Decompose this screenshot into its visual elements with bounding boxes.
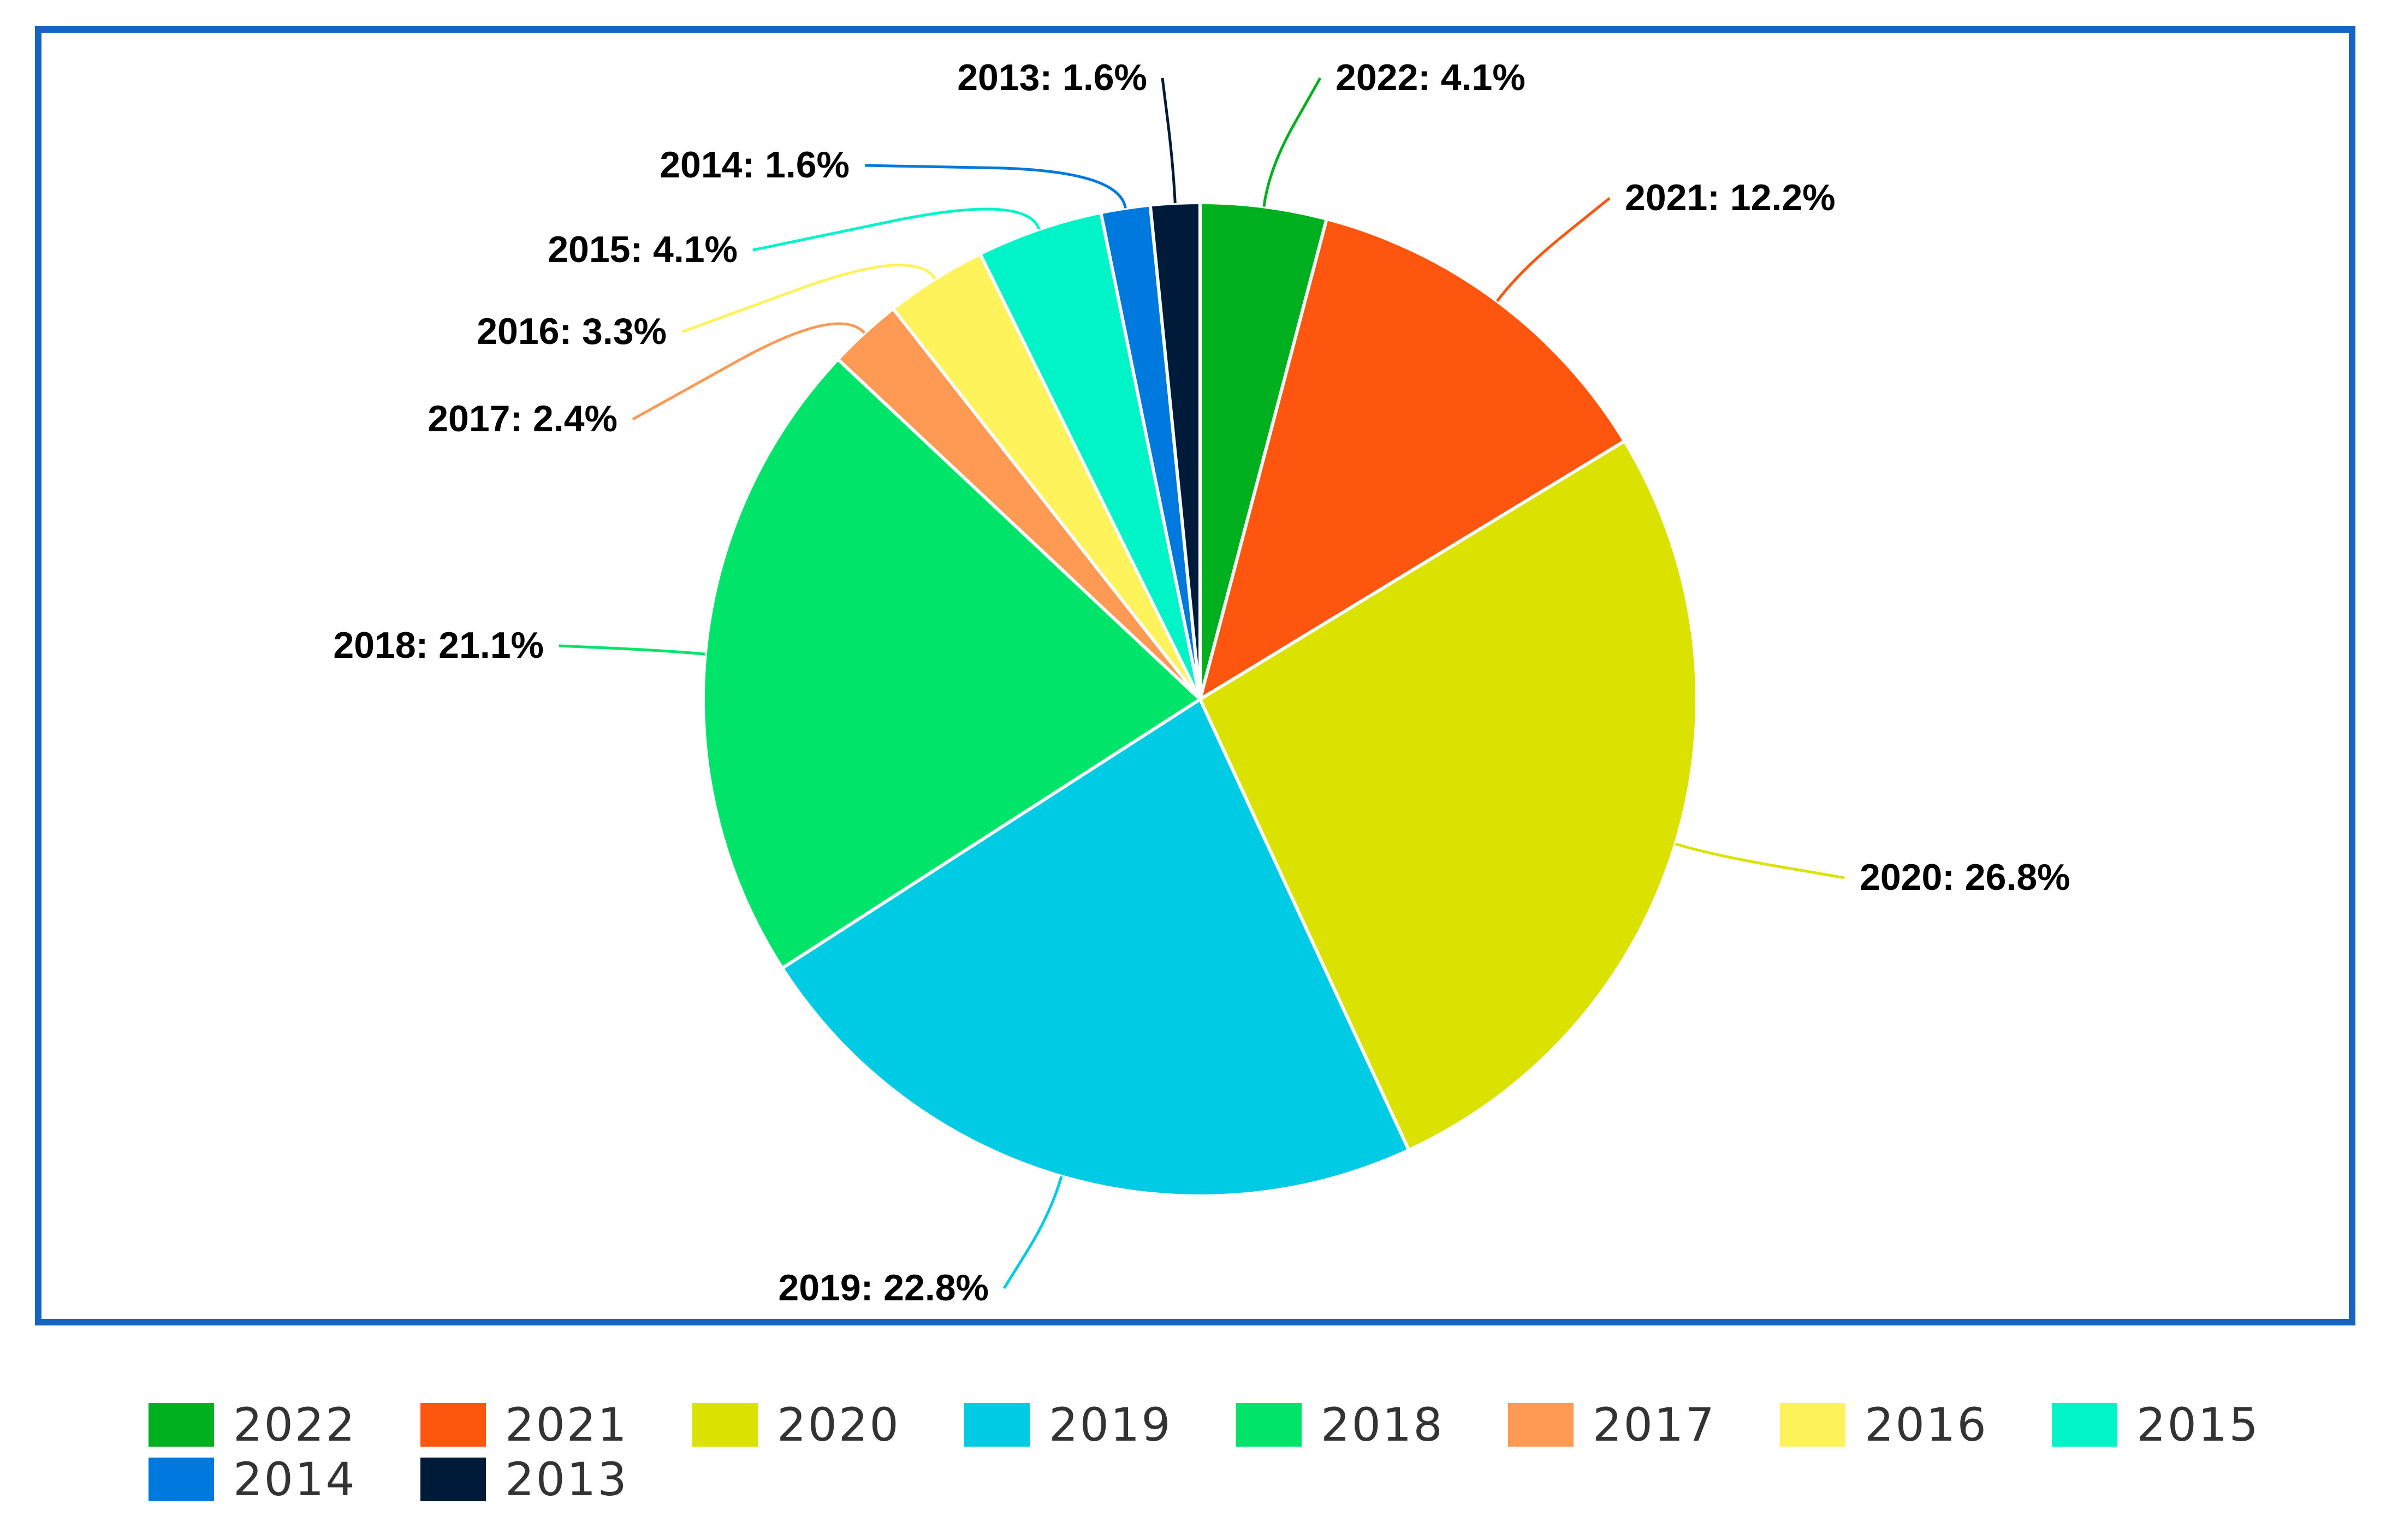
legend-label-2013: 2013	[505, 1453, 628, 1506]
legend-label-2019: 2019	[1049, 1398, 1172, 1452]
legend-swatch-2019	[964, 1403, 1030, 1447]
slice-label-2018: 2018: 21.1%	[333, 625, 544, 666]
leader-line-2015	[752, 207, 1041, 252]
slice-label-2016: 2016: 3.3%	[477, 311, 667, 352]
slice-label-2014: 2014: 1.6%	[660, 144, 850, 186]
legend-label-2014: 2014	[233, 1453, 357, 1506]
leader-line-2018	[559, 644, 705, 656]
legend-swatch-2017	[1508, 1403, 1574, 1447]
legend-label-2022: 2022	[233, 1398, 357, 1452]
slice-label-2013: 2013: 1.6%	[957, 57, 1147, 98]
legend-label-2020: 2020	[777, 1398, 900, 1452]
legend-swatch-2015	[2052, 1403, 2117, 1447]
legend-swatch-2018	[1236, 1403, 1302, 1447]
legend-swatch-2021	[420, 1403, 486, 1447]
legend-label-2016: 2016	[1865, 1398, 1988, 1452]
slice-label-2022: 2022: 4.1%	[1335, 57, 1526, 98]
pie-slice-2018[interactable]	[702, 358, 1202, 970]
legend-label-2021: 2021	[505, 1398, 628, 1452]
leader-lines	[559, 77, 1845, 1289]
leader-line-2022	[1262, 77, 1322, 207]
legend-swatch-2022	[149, 1403, 214, 1447]
legend-swatch-2020	[692, 1403, 758, 1447]
leader-line-2013	[1161, 78, 1177, 204]
legend-swatch-2014	[149, 1458, 214, 1501]
leader-line-2014	[864, 164, 1127, 209]
leader-line-2021	[1496, 197, 1611, 302]
pie-slice-2021[interactable]	[1198, 217, 1627, 701]
leader-line-2016	[681, 264, 936, 334]
legend-swatch-2013	[420, 1458, 486, 1501]
chart-frame: 2022: 4.1% 2021: 12.2% 2020: 26.8% 2019: 22…	[35, 26, 2355, 1325]
legend-label-2018: 2018	[1321, 1398, 1444, 1452]
legend-label-2017: 2017	[1593, 1398, 1716, 1452]
pie-slices	[702, 201, 1699, 1198]
legend: 2022 2021 2020 2019 2018 2017 2016 2015 2014 2013	[149, 1398, 2387, 1529]
slice-label-2021: 2021: 12.2%	[1625, 177, 1836, 218]
slice-label-2020: 2020: 26.8%	[1860, 857, 2070, 898]
legend-label-2015: 2015	[2136, 1398, 2260, 1452]
slice-labels: 2022: 4.1% 2021: 12.2% 2020: 26.8% 2019: 22…	[333, 57, 2070, 1309]
pie-slice-2013[interactable]	[1148, 201, 1202, 701]
slice-label-2017: 2017: 2.4%	[428, 398, 618, 439]
slice-label-2015: 2015: 4.1%	[548, 229, 738, 270]
leader-line-2019	[1002, 1176, 1063, 1289]
leader-line-2020	[1675, 842, 1845, 879]
pie-slice-2020[interactable]	[1198, 439, 1699, 1152]
legend-swatch-2016	[1780, 1403, 1845, 1447]
leader-line-2017	[632, 322, 866, 421]
slice-label-2019: 2019: 22.8%	[778, 1267, 989, 1309]
pie-chart: 2022: 4.1% 2021: 12.2% 2020: 26.8% 2019: 22…	[333, 57, 2070, 1309]
